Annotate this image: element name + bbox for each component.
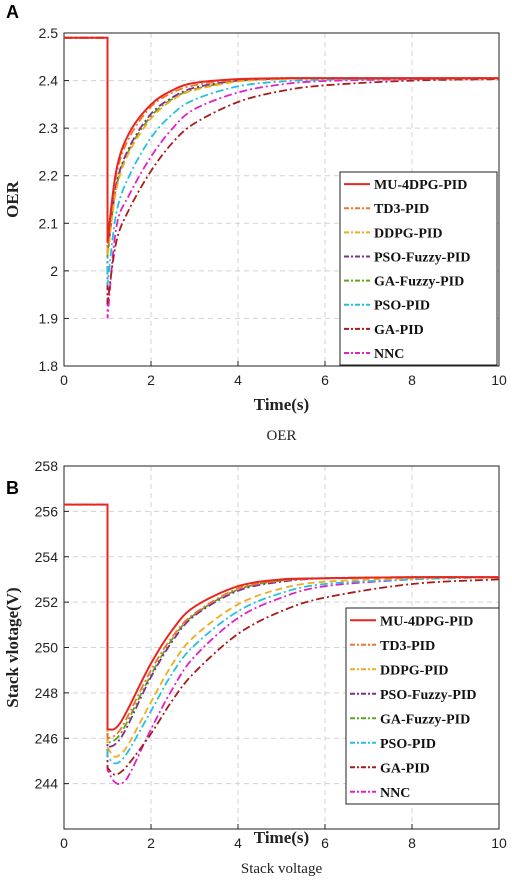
series-line-pso-pid [64, 503, 499, 765]
y-tick-label: 256 [35, 503, 59, 519]
panel-b-chart: B0 2 4 6 8 10244246248250252254256258Time(s)S… [3, 458, 507, 877]
series-line-mu-4dpg-pid [64, 36, 499, 243]
legend-label: NNC [374, 347, 404, 362]
y-tick-label: 2.5 [39, 25, 59, 41]
x-tick-label: 4 [234, 835, 242, 851]
y-tick-label: 246 [35, 730, 59, 746]
y-tick-label: 2.4 [39, 73, 59, 89]
series-line-ga-pid [64, 36, 499, 305]
y-tick-label: 1.9 [39, 310, 59, 326]
y-tick-label: 250 [35, 640, 59, 656]
panel-letter: A [6, 2, 19, 22]
legend-label: GA-PID [380, 761, 430, 776]
x-axis-label: Time(s) [254, 828, 309, 847]
y-tick-label: 252 [35, 594, 59, 610]
panel-caption: Stack voltage [241, 861, 323, 877]
x-tick-label: 10 [491, 372, 507, 388]
series-line-ddpg-pid [64, 36, 499, 257]
legend-label: PSO-PID [380, 737, 436, 752]
plot-frame [63, 32, 500, 367]
legend-label: GA-Fuzzy-PID [374, 275, 464, 290]
x-tick-label: 0 [60, 372, 68, 388]
y-tick-label: 2.1 [39, 215, 59, 231]
legend-label: MU-4DPG-PID [380, 614, 473, 629]
legend-label: DDPG-PID [374, 226, 442, 241]
y-tick-label: 2.3 [39, 120, 59, 136]
y-tick-label: 1.8 [39, 358, 59, 374]
series-line-ga-pid [64, 503, 499, 776]
x-tick-label: 6 [321, 372, 329, 388]
y-tick-label: 244 [35, 776, 59, 792]
x-tick-label: 8 [408, 835, 416, 851]
legend-label: PSO-Fuzzy-PID [380, 688, 476, 703]
legend-label: TD3-PID [374, 202, 429, 217]
series-line-nnc [64, 503, 499, 785]
legend-label: TD3-PID [380, 639, 435, 654]
legend-label: PSO-Fuzzy-PID [374, 250, 470, 265]
panel-a-chart: A 0 2 4 6 8 10 1.8 1.9 2 2.1 2.2 2.3 2.4 2.5 Time(s) OER… [3, 2, 507, 444]
legend-label: GA-Fuzzy-PID [380, 712, 470, 727]
legend-box [345, 607, 500, 805]
x-tick-label: 2 [147, 835, 155, 851]
series-line-nnc [64, 36, 499, 319]
legend-label: MU-4DPG-PID [374, 178, 467, 193]
legend-box [339, 171, 498, 366]
y-axis-label: OER [3, 180, 22, 218]
y-tick-label: 258 [35, 458, 59, 474]
x-tick-label: 4 [234, 372, 242, 388]
x-tick-label: 0 [60, 835, 68, 851]
legend-label: GA-PID [374, 323, 424, 338]
legend: MU-4DPG-PID TD3-PID DDPG-PID PSO-Fuzzy-PID G… [345, 607, 500, 805]
legend-label: DDPG-PID [380, 663, 448, 678]
series-line-ga-fuzzy-pid [64, 503, 499, 745]
x-tick-label: 10 [491, 835, 507, 851]
x-tick-label: 6 [321, 835, 329, 851]
y-axis-label: Stack vlotage(V) [3, 587, 22, 707]
y-tick-label: 248 [35, 685, 59, 701]
legend: MU-4DPG-PID TD3-PID DDPG-PID PSO-Fuzzy-PID G… [339, 171, 498, 366]
series-line-ddpg-pid [64, 503, 499, 758]
y-tick-label: 2.2 [39, 168, 59, 184]
panel-caption: OER [267, 428, 297, 444]
legend-label: NNC [380, 786, 410, 801]
panel-letter: B [6, 478, 19, 498]
series-line-mu-4dpg-pid [64, 503, 499, 731]
x-tick-label: 8 [408, 372, 416, 388]
legend-label: PSO-PID [374, 299, 430, 314]
x-tick-label: 2 [147, 372, 155, 388]
y-tick-label: 2 [50, 263, 58, 279]
y-tick-label: 254 [35, 549, 59, 565]
x-axis-label: Time(s) [254, 395, 309, 414]
